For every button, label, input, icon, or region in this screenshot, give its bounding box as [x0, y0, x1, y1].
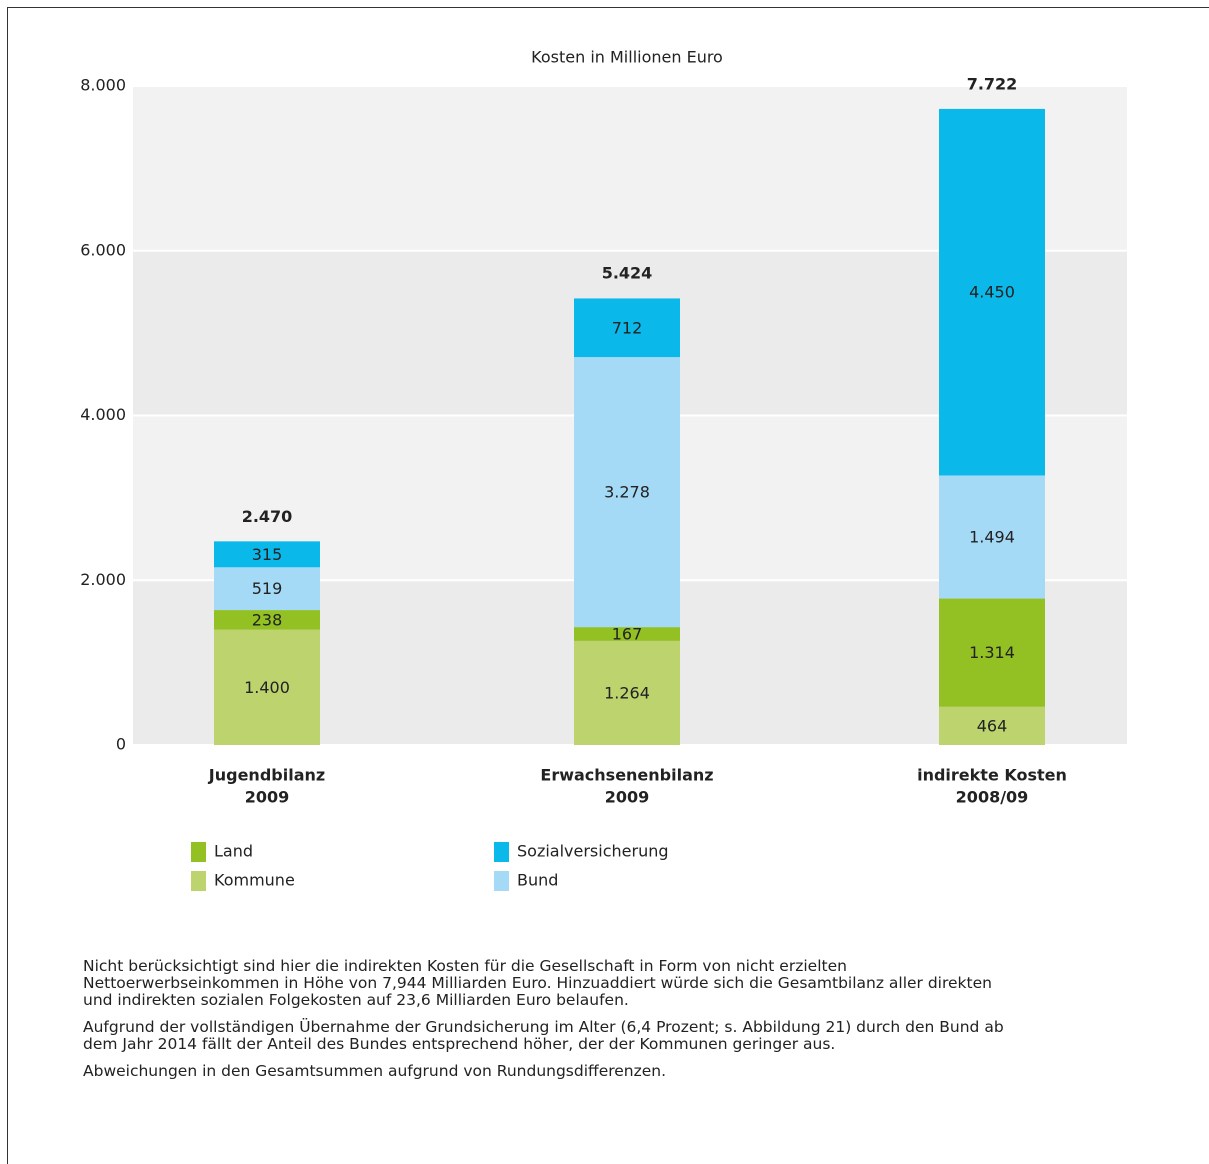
bar-segment: [574, 298, 680, 358]
total-label: 7.722: [967, 74, 1018, 93]
frame: [7, 7, 1209, 1164]
x-tick-label: indirekte Kosten: [917, 766, 1067, 785]
y-tick-label: 4.000: [80, 405, 126, 424]
y-tick-label: 8.000: [80, 76, 126, 95]
note: Aufgrund der vollständigen Übernahme der…: [83, 1018, 1004, 1053]
legend-swatch: [191, 871, 206, 891]
value-label: 1.264: [604, 683, 650, 702]
chart-title: Kosten in Millionen Euro: [531, 48, 723, 67]
legend-label: Kommune: [214, 871, 295, 890]
legend-label: Sozialversicherung: [517, 842, 669, 861]
bar-segment: [214, 629, 320, 745]
notes: Nicht berücksichtigt sind hier die indir…: [83, 958, 1013, 1090]
value-label: 712: [612, 318, 643, 337]
legend-swatch: [191, 842, 206, 862]
y-tick-label: 2.000: [80, 570, 126, 589]
legend-label: Land: [214, 842, 253, 861]
value-label: 1.400: [244, 678, 290, 697]
x-tick-label: Jugendbilanz: [208, 766, 325, 785]
bar-segment: [574, 640, 680, 745]
legend-swatch: [494, 842, 509, 862]
x-tick-label: 2009: [245, 788, 290, 807]
value-label: 1.314: [969, 643, 1015, 662]
bar-segment: [214, 567, 320, 611]
x-tick-label: 2008/09: [956, 788, 1029, 807]
y-tick-label: 0: [116, 735, 126, 754]
bar-segment: [939, 108, 1045, 476]
total-label: 5.424: [602, 264, 653, 283]
legend-label: Bund: [517, 871, 558, 890]
bar-segment: [939, 598, 1045, 707]
note: Nicht berücksichtigt sind hier die indir…: [83, 957, 992, 1009]
bar-segment: [574, 357, 680, 628]
bar-segment: [214, 610, 320, 630]
x-tick-label: Erwachsenenbilanz: [540, 766, 713, 785]
note: Abweichungen in den Gesamtsummen aufgrun…: [83, 1062, 667, 1080]
value-label: 238: [252, 610, 283, 629]
value-label: 167: [612, 624, 643, 643]
value-label: 3.278: [604, 483, 650, 502]
value-label: 4.450: [969, 283, 1015, 302]
x-tick-label: 2009: [605, 788, 650, 807]
bar-segment: [574, 627, 680, 641]
bar-segment: [939, 706, 1045, 745]
value-label: 519: [252, 579, 283, 598]
bar-segment: [214, 541, 320, 568]
bar-segment: [939, 475, 1045, 599]
value-label: 315: [252, 545, 283, 564]
value-label: 464: [977, 716, 1008, 735]
total-label: 2.470: [242, 507, 293, 526]
y-tick-label: 6.000: [80, 240, 126, 259]
legend-swatch: [494, 871, 509, 891]
value-label: 1.494: [969, 528, 1015, 547]
